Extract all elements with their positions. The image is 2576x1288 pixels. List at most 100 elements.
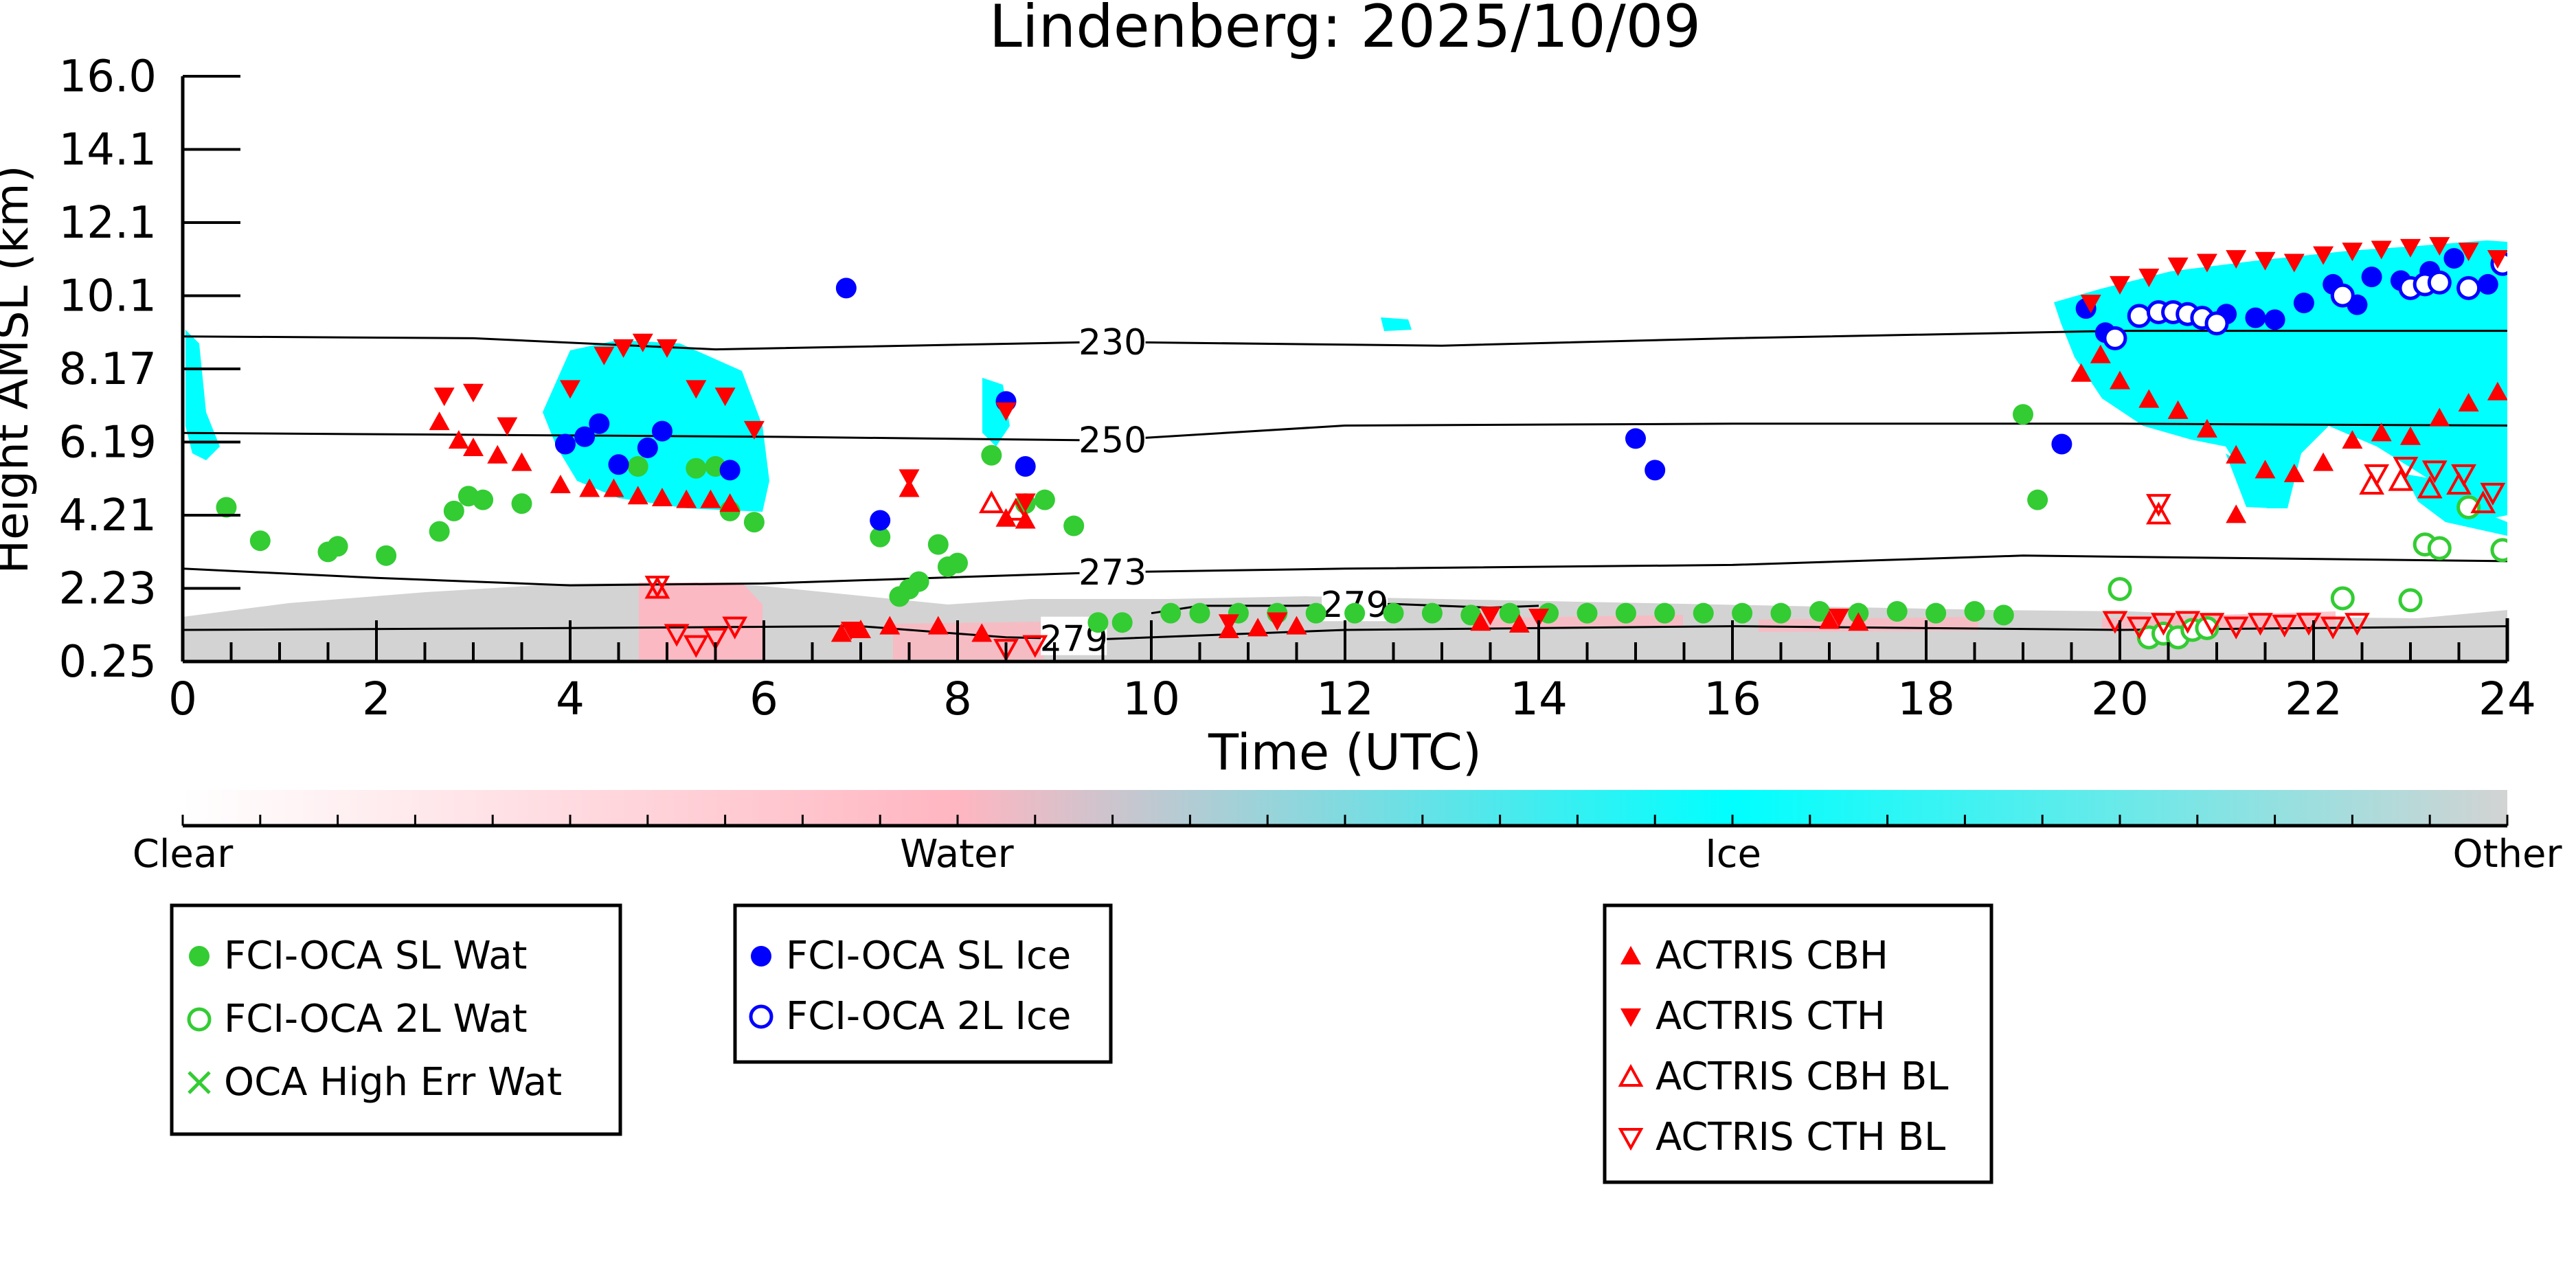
chart-title: Lindenberg: 2025/10/09 <box>989 0 1701 61</box>
marker-open-triangle-down <box>2320 616 2346 640</box>
marker-filled-circle <box>1645 460 1666 481</box>
marker-filled-circle <box>429 521 450 542</box>
marker-triangle-up <box>511 452 532 471</box>
legend-item: ACTRIS CTH BL <box>1618 1115 1945 1160</box>
marker-filled-circle <box>1625 428 1646 449</box>
marker-filled-circle <box>1499 602 1520 624</box>
marker-triangle-down <box>2429 237 2450 256</box>
marker-triangle-down <box>463 383 484 403</box>
isotherm-label: 250 <box>1078 420 1146 461</box>
marker-filled-circle <box>2361 267 2382 288</box>
marker-triangle-down <box>1620 1008 1641 1027</box>
marker-open-circle <box>2427 270 2452 295</box>
marker-triangle-down <box>995 402 1017 421</box>
marker-filled-circle <box>1577 602 1598 624</box>
marker-filled-circle <box>981 444 1002 466</box>
marker-open-triangle-up <box>2388 468 2414 491</box>
legend-label: ACTRIS CBH <box>1656 934 1888 978</box>
marker-triangle-down <box>433 387 455 407</box>
isotherm-273 <box>183 554 2507 587</box>
marker-filled-circle <box>1160 602 1182 624</box>
marker-open-triangle-down <box>2223 616 2249 640</box>
marker-triangle-down <box>2283 253 2305 273</box>
marker-open-triangle-down <box>2364 464 2390 487</box>
marker-filled-circle <box>743 512 765 533</box>
marker-open-circle <box>2108 577 2132 602</box>
marker-triangle-down <box>2487 250 2507 269</box>
marker-triangle-up <box>879 615 901 635</box>
marker-filled-circle <box>2293 292 2314 313</box>
marker-filled-circle <box>608 454 629 475</box>
legend-item: ACTRIS CBH BL <box>1618 1054 1948 1099</box>
marker-open-triangle-down <box>2151 613 2176 636</box>
marker-open-circle <box>2398 588 2423 613</box>
legend-actris: ACTRIS CBH ACTRIS CTH ACTRIS CBH BL ACTRIS … <box>1603 903 1993 1184</box>
colorbar-label: Water <box>900 832 1015 877</box>
x-tick-label: 20 <box>2091 673 2149 725</box>
marker-filled-circle <box>908 571 929 592</box>
y-tick-label: 10.1 <box>59 271 157 322</box>
marker-triangle-down <box>1015 493 1036 512</box>
marker-triangle-down <box>613 339 634 358</box>
y-axis-label: Height AMSL (km) <box>0 166 38 574</box>
marker-open-circle <box>749 1004 773 1029</box>
legend-label: FCI-OCA SL Wat <box>224 934 528 978</box>
marker-triangle-down <box>657 339 677 358</box>
marker-triangle-up <box>651 487 673 506</box>
marker-filled-circle <box>927 534 949 555</box>
marker-triangle-up <box>2226 504 2247 523</box>
marker-triangle-up <box>719 493 741 512</box>
marker-triangle-down <box>714 387 736 407</box>
marker-open-triangle-down <box>2126 616 2152 640</box>
marker-triangle-up <box>2226 444 2247 464</box>
marker-triangle-up <box>700 489 721 508</box>
legend-item: ACTRIS CBH <box>1620 934 1888 978</box>
marker-triangle-up <box>603 478 624 497</box>
marker-triangle-up <box>2255 460 2276 479</box>
marker-filled-circle <box>1732 602 1753 624</box>
series-actris-cth <box>433 237 2507 641</box>
y-tick-label: 0.25 <box>59 637 157 688</box>
marker-triangle-up <box>676 489 697 508</box>
marker-filled-circle <box>327 536 348 557</box>
x-tick-label: 14 <box>1510 673 1568 725</box>
marker-triangle-down <box>1528 609 1549 628</box>
marker-filled-circle <box>1925 602 1947 624</box>
marker-open-triangle-down <box>2451 464 2476 487</box>
marker-filled-circle <box>637 437 658 458</box>
marker-triangle-down <box>2342 242 2363 262</box>
legend-water: FCI-OCA SL Wat FCI-OCA 2L Wat OCA High Err… <box>170 903 622 1136</box>
marker-triangle-down <box>594 346 615 365</box>
legend-item: FCI-OCA SL Ice <box>751 934 1071 978</box>
marker-filled-circle <box>1460 605 1482 626</box>
isotherm-label: 230 <box>1078 322 1146 363</box>
marker-open-triangle-down <box>683 635 709 658</box>
isotherm-230 <box>183 330 2507 351</box>
marker-triangle-down <box>2138 269 2160 288</box>
marker-triangle-up <box>2110 370 2130 389</box>
y-tick-label: 8.17 <box>59 344 157 395</box>
marker-open-triangle-down <box>722 616 748 640</box>
marker-open-circle <box>2427 536 2452 561</box>
marker-triangle-down <box>2313 246 2334 265</box>
legend-label: ACTRIS CTH BL <box>1656 1115 1945 1160</box>
legend-label: FCI-OCA SL Ice <box>786 934 1071 978</box>
x-tick-label: 8 <box>943 673 972 725</box>
marker-filled-circle <box>2027 489 2048 510</box>
isotherm-lines: 230250273279279 <box>183 319 2507 660</box>
marker-filled-circle <box>2477 273 2498 295</box>
marker-triangle-down <box>1267 612 1288 631</box>
marker-filled-circle <box>751 946 771 967</box>
y-tick-label: 4.21 <box>59 490 157 541</box>
marker-open-triangle-down <box>2421 460 2448 484</box>
marker-open-triangle-up <box>2146 501 2171 525</box>
marker-triangle-up <box>1470 612 1491 631</box>
marker-triangle-up <box>550 475 571 494</box>
marker-triangle-up <box>2090 344 2111 363</box>
isotherm-label: 273 <box>1078 552 1146 594</box>
legend-label: ACTRIS CTH <box>1656 994 1886 1039</box>
colorbar: Clear Water Ice Other <box>133 790 2562 877</box>
legend-item: FCI-OCA 2L Wat <box>187 997 528 1041</box>
marker-triangle-up <box>2070 363 2092 382</box>
marker-filled-circle <box>1111 612 1133 633</box>
